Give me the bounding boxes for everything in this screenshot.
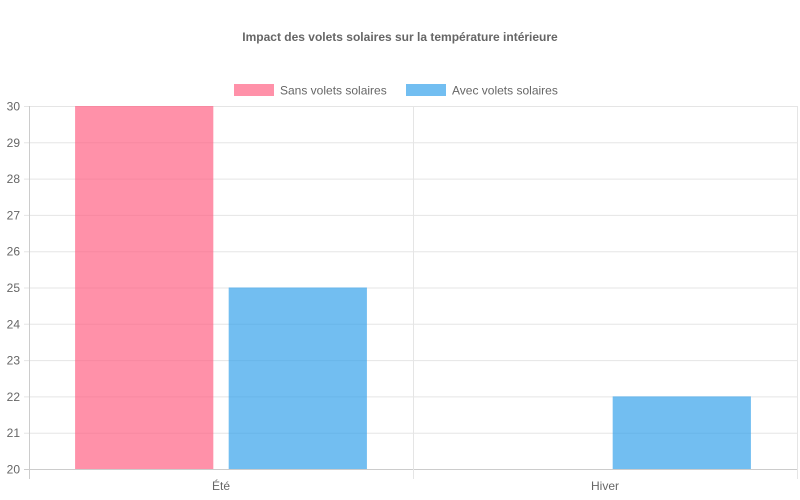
y-tick-label: 22: [7, 390, 21, 404]
x-tick-label: Hiver: [591, 479, 619, 493]
legend-label[interactable]: Avec volets solaires: [452, 84, 558, 98]
y-tick-label: 23: [7, 354, 21, 368]
y-tick-label: 29: [7, 136, 21, 150]
y-tick-label: 20: [7, 463, 21, 477]
legend-label[interactable]: Sans volets solaires: [280, 84, 387, 98]
y-tick-label: 30: [7, 100, 21, 114]
y-tick-label: 25: [7, 281, 21, 295]
legend-swatch: [234, 84, 274, 96]
legend-swatch: [406, 84, 446, 96]
x-tick-label: Été: [212, 478, 230, 493]
chart-title: Impact des volets solaires sur la tempér…: [242, 30, 558, 44]
bar-sans-volets[interactable]: [75, 106, 214, 469]
y-tick-label: 26: [7, 245, 21, 259]
y-tick-label: 21: [7, 426, 21, 440]
y-tick-label: 27: [7, 208, 21, 222]
legend: Sans volets solaires Avec volets solaires: [234, 84, 558, 98]
y-tick-label: 24: [7, 317, 21, 331]
axes: 20 21 22 23 24 25 26 27 28 29 30 Été Hiver: [7, 100, 619, 494]
bar-avec-volets[interactable]: [612, 396, 751, 469]
y-tick-label: 28: [7, 172, 21, 186]
bar-avec-volets[interactable]: [228, 287, 367, 470]
bars: [75, 106, 751, 469]
